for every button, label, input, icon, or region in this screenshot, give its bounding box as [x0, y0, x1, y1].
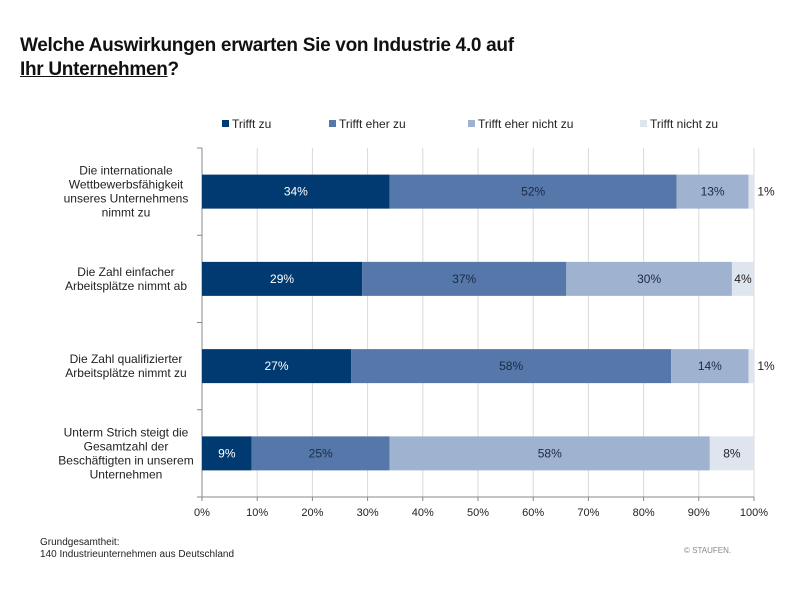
category-label: Unternehmen [90, 467, 163, 481]
x-tick-label: 0% [194, 507, 210, 519]
bar-segment [566, 261, 732, 296]
bar-segment [709, 436, 754, 471]
footnote-line-2: 140 Industrieunternehmen aus Deutschland [40, 549, 235, 560]
category-label: Die internationale [79, 164, 173, 178]
title-line-2-underlined: Ihr Unternehmen [20, 59, 168, 80]
bar-segment [202, 349, 352, 384]
legend-swatch [468, 120, 475, 127]
category-label: unseres Unternehmens [64, 192, 189, 206]
category-label: Die Zahl qualifizierter [70, 352, 183, 366]
x-tick-label: 80% [633, 507, 655, 519]
data-label: 13% [701, 185, 725, 199]
data-label: 27% [265, 359, 289, 373]
x-tick-label: 30% [357, 507, 379, 519]
bar-segment [389, 174, 677, 209]
data-label: 58% [538, 446, 562, 460]
x-tick-label: 70% [577, 507, 599, 519]
category-label: Wettbewerbsfähigkeit [69, 178, 184, 192]
legend-swatch [329, 120, 336, 127]
category-label: Die Zahl einfacher [77, 265, 174, 279]
data-label: 8% [723, 446, 741, 460]
x-tick-label: 60% [522, 507, 544, 519]
stacked-bar-chart: 0% 10% 20% 30% 40% 50% 60% 70% 80% 90% 100% Trifft … [58, 117, 775, 519]
bar-segment [676, 174, 749, 209]
data-label: 1% [757, 185, 775, 199]
bar-segment [351, 349, 672, 384]
bar-segment [731, 261, 754, 296]
category-label: Arbeitsplätze nimmt zu [65, 366, 186, 380]
title-line-2-suffix: ? [167, 59, 180, 80]
x-tick-label: 50% [467, 507, 489, 519]
category-label: Unterm Strich steigt die [64, 425, 189, 439]
data-label: 4% [734, 272, 752, 286]
legend-label: Trifft nicht zu [650, 117, 718, 131]
data-label: 25% [309, 446, 333, 460]
data-label: 34% [284, 185, 308, 199]
data-label: 58% [499, 359, 523, 373]
bar-segment [362, 261, 567, 296]
x-tick-label: 20% [301, 507, 323, 519]
x-tick-label: 40% [412, 507, 434, 519]
category-label: nimmt zu [102, 206, 151, 220]
legend-swatch [640, 120, 647, 127]
bar-segment [251, 436, 390, 471]
chart-title: Welche Auswirkungen erwarten Sie von Ind… [20, 34, 514, 82]
data-label: 30% [637, 272, 661, 286]
legend-swatch [222, 120, 229, 127]
data-label: 1% [757, 359, 775, 373]
bar-segment [202, 436, 252, 471]
bar-segment [202, 174, 390, 209]
x-tick-label: 10% [246, 507, 268, 519]
bar-segment [389, 436, 710, 471]
legend-label: Trifft eher nicht zu [478, 117, 573, 131]
bar-segment [202, 261, 363, 296]
bar-segment [671, 349, 749, 384]
copyright: © STAUFEN. [684, 546, 732, 555]
category-label: Arbeitsplätze nimmt ab [65, 279, 187, 293]
legend-label: Trifft eher zu [339, 117, 406, 131]
bar-segment [748, 349, 754, 384]
x-tick-label: 90% [688, 507, 710, 519]
category-label: Beschäftigten in unserem [58, 453, 193, 467]
title-line-1: Welche Auswirkungen erwarten Sie von Ind… [20, 35, 514, 56]
footnote-line-1: Grundgesamtheit: [40, 537, 120, 548]
data-label: 52% [521, 185, 545, 199]
x-tick-label: 100% [740, 507, 768, 519]
data-label: 14% [698, 359, 722, 373]
category-label: Gesamtzahl der [84, 439, 169, 453]
bar-segment [748, 174, 754, 209]
data-label: 29% [270, 272, 294, 286]
footnote: Grundgesamtheit: 140 Industrieunternehme… [40, 537, 234, 561]
legend-label: Trifft zu [232, 117, 271, 131]
data-label: 9% [218, 446, 236, 460]
data-label: 37% [452, 272, 476, 286]
